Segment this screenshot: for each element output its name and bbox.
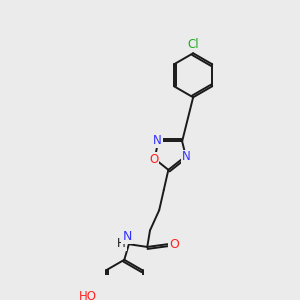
- Text: H: H: [117, 237, 126, 250]
- Text: Cl: Cl: [187, 38, 199, 52]
- Text: N: N: [182, 151, 191, 164]
- Text: HO: HO: [79, 290, 97, 300]
- Text: O: O: [169, 238, 179, 251]
- Text: N: N: [122, 230, 132, 243]
- Text: N: N: [153, 134, 162, 147]
- Text: O: O: [149, 153, 158, 166]
